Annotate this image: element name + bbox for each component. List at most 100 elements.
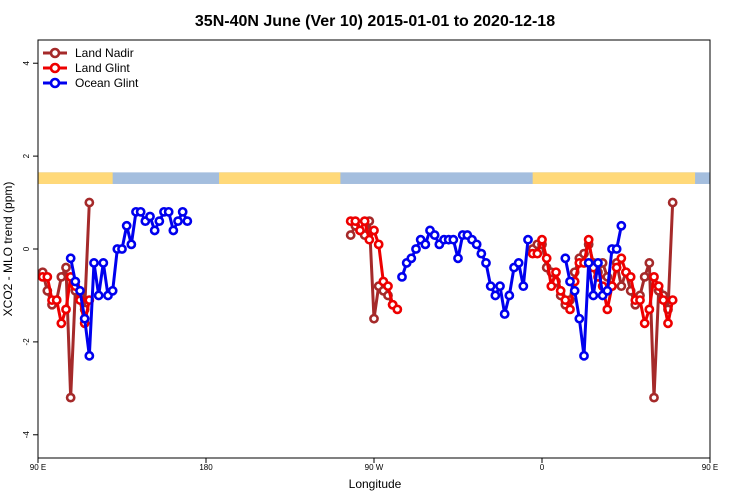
y-tick-label: 2 — [22, 153, 31, 158]
data-point — [182, 216, 193, 227]
legend-swatch-marker — [49, 62, 61, 74]
data-point — [565, 304, 575, 315]
data-point — [168, 225, 179, 236]
data-point — [555, 285, 566, 296]
data-point — [149, 225, 160, 236]
data-point — [163, 206, 174, 217]
data-point — [84, 197, 95, 208]
data-point — [546, 281, 557, 292]
data-point — [649, 271, 659, 282]
data-point — [611, 262, 622, 273]
land-ocean-band — [38, 172, 710, 184]
x-axis-label: Longitude — [349, 477, 402, 491]
data-point — [173, 216, 183, 227]
data-point — [551, 267, 561, 278]
data-point — [154, 216, 165, 227]
data-point — [635, 295, 645, 305]
legend-swatch-marker — [49, 47, 61, 59]
data-point — [61, 304, 71, 315]
y-axis-label: XCO2 - MLO trend (ppm) — [1, 182, 15, 317]
data-point — [406, 253, 417, 264]
x-axis: 90 E 180 90 W 0 90 E — [30, 458, 718, 472]
y-tick-label: -2 — [22, 338, 31, 346]
data-point — [453, 253, 463, 264]
data-point — [602, 304, 613, 315]
data-point — [560, 295, 571, 305]
data-point — [79, 313, 90, 324]
data-point — [588, 290, 599, 301]
data-point — [485, 281, 496, 292]
data-point — [135, 206, 146, 217]
data-point — [565, 276, 575, 287]
data-point — [569, 285, 580, 296]
data-point — [593, 258, 603, 268]
data-point — [649, 392, 659, 403]
data-point — [61, 262, 71, 273]
legend-item: Land Nadir — [43, 46, 134, 60]
data-point — [495, 281, 505, 292]
y-tick-label: -4 — [22, 431, 31, 439]
data-point — [658, 295, 669, 305]
data-point — [373, 239, 384, 250]
x-tick-label: 90 W — [365, 463, 384, 472]
data-point — [84, 350, 95, 361]
data-point — [177, 206, 188, 217]
data-point — [369, 313, 379, 324]
data-point — [602, 285, 613, 296]
data-point — [518, 281, 529, 292]
data-point — [616, 220, 627, 231]
legend-item: Ocean Glint — [43, 76, 139, 90]
data-point — [89, 258, 99, 268]
series-ocean-glint — [65, 206, 627, 361]
data-point — [56, 271, 67, 282]
data-point — [93, 290, 104, 301]
x-tick-label: 0 — [540, 463, 545, 472]
data-point — [481, 258, 491, 268]
data-point — [42, 271, 53, 282]
data-point — [639, 318, 650, 329]
chart-title: 35N-40N June (Ver 10) 2015-01-01 to 2020… — [195, 13, 555, 30]
data-point — [75, 285, 85, 296]
data-point — [56, 318, 67, 329]
data-point — [51, 295, 62, 305]
data-point — [364, 234, 375, 245]
data-point — [644, 304, 655, 315]
data-point — [355, 225, 365, 236]
data-point — [532, 248, 543, 259]
data-point — [65, 392, 76, 403]
data-point — [663, 318, 673, 329]
data-point — [653, 281, 664, 292]
data-point — [121, 220, 132, 231]
data-point — [359, 216, 370, 227]
data-point — [350, 216, 361, 227]
y-tick-label: 0 — [22, 246, 31, 251]
data-point — [345, 230, 356, 240]
legend-label: Land Glint — [75, 61, 130, 75]
data-point — [625, 271, 636, 282]
x-tick-label: 90 E — [30, 463, 46, 472]
data-point — [513, 258, 524, 268]
data-point — [411, 244, 421, 254]
series-layer — [37, 197, 678, 403]
data-point — [583, 234, 594, 245]
data-point — [541, 253, 552, 264]
data-point — [145, 211, 155, 222]
x-tick-label: 90 E — [702, 463, 718, 472]
data-point — [98, 258, 109, 268]
data-point — [560, 253, 571, 264]
data-point — [611, 244, 622, 254]
legend-swatch-marker — [49, 77, 61, 89]
data-point — [583, 258, 594, 268]
data-point — [429, 230, 440, 240]
data-point — [383, 281, 393, 292]
land-segment — [532, 172, 696, 184]
ocean-band — [38, 172, 710, 184]
data-point — [448, 234, 459, 245]
data-point — [667, 295, 678, 305]
data-point — [523, 234, 533, 245]
y-tick-label: 4 — [22, 60, 31, 65]
legend-label: Ocean Glint — [75, 76, 139, 90]
legend-item: Land Glint — [43, 61, 130, 75]
